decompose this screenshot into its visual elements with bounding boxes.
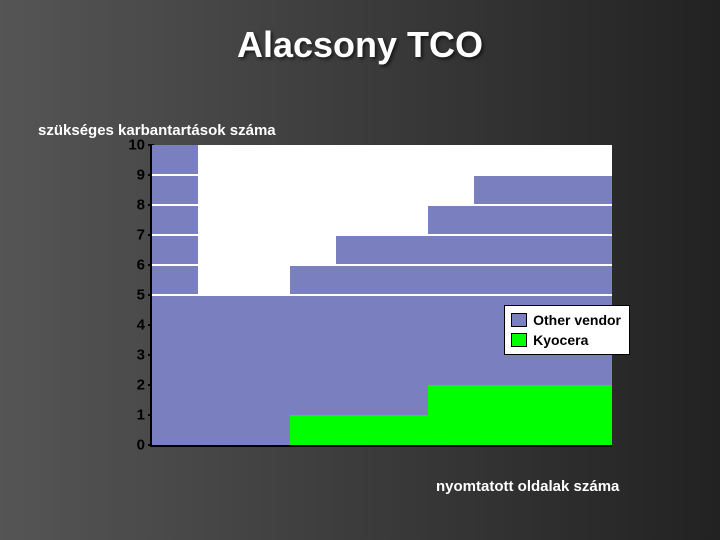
- y-axis-label: szükséges karbantartások száma: [38, 122, 276, 139]
- page-title: Alacsony TCO: [0, 24, 720, 66]
- bar-segment-other-vendor: [382, 235, 428, 415]
- y-tick-label: 10: [110, 138, 145, 153]
- y-tick-label: 1: [110, 408, 145, 423]
- y-tick-label: 5: [110, 288, 145, 303]
- grid-line: [152, 174, 612, 176]
- bar-segment-kyocera: [290, 415, 336, 445]
- legend-label: Kyocera: [533, 330, 588, 350]
- bar-segment-kyocera: [336, 415, 382, 445]
- y-tick-label: 8: [110, 198, 145, 213]
- grid-line: [152, 264, 612, 266]
- y-ticks: 012345678910: [110, 145, 145, 445]
- legend-swatch: [511, 313, 527, 327]
- grid-line: [152, 204, 612, 206]
- legend-item: Kyocera: [511, 330, 621, 350]
- bar-segment-other-vendor: [290, 265, 336, 415]
- grid-line: [152, 234, 612, 236]
- bar-segment-kyocera: [428, 385, 474, 445]
- legend-label: Other vendor: [533, 310, 621, 330]
- slide: Alacsony TCO szükséges karbantartások sz…: [0, 0, 720, 540]
- y-tick-label: 2: [110, 378, 145, 393]
- y-tick-label: 6: [110, 258, 145, 273]
- legend: Other vendorKyocera: [504, 305, 630, 355]
- legend-swatch: [511, 333, 527, 347]
- x-axis-label: nyomtatott oldalak száma: [436, 478, 619, 495]
- bar-segment-other-vendor: [198, 295, 244, 445]
- grid-line: [152, 294, 612, 296]
- bar-segment-other-vendor: [244, 295, 290, 445]
- plot-area: [150, 145, 612, 447]
- legend-item: Other vendor: [511, 310, 621, 330]
- bar-segment-kyocera: [474, 385, 520, 445]
- y-tick-label: 4: [110, 318, 145, 333]
- bar-segment-other-vendor: [336, 235, 382, 415]
- y-tick-label: 7: [110, 228, 145, 243]
- y-tick-label: 9: [110, 168, 145, 183]
- bar-segment-kyocera: [520, 385, 566, 445]
- bar-segment-kyocera: [382, 415, 428, 445]
- bar-segment-kyocera: [566, 385, 612, 445]
- y-tick-label: 0: [110, 438, 145, 453]
- chart: 012345678910 Other vendorKyocera: [110, 145, 630, 465]
- y-tick-label: 3: [110, 348, 145, 363]
